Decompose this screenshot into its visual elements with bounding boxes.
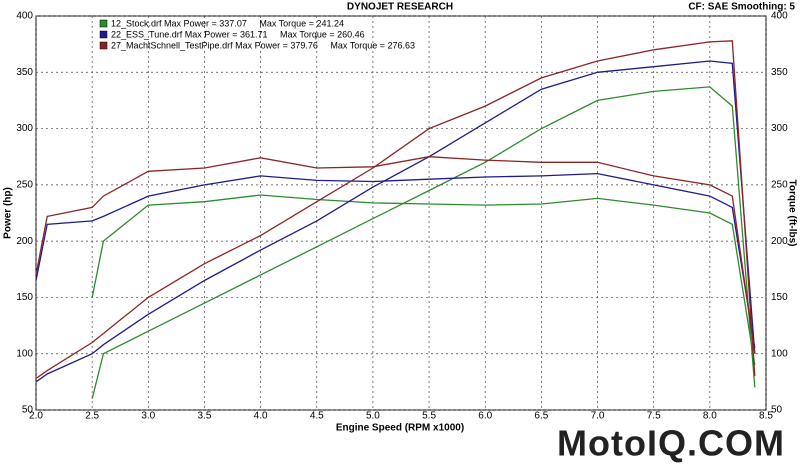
y2-tick-label: 250 (771, 179, 788, 190)
chart-subtitle: CF: SAE Smoothing: 5 (688, 2, 795, 13)
x-tick-label: 7.0 (591, 411, 605, 422)
legend-swatch (99, 41, 108, 50)
x-tick-label: 6.5 (534, 411, 548, 422)
torque-line (91, 194, 756, 366)
legend-label: 22_ESS_Tune.drf Max Power = 361.71 Max T… (111, 29, 365, 39)
x-axis-label: Engine Speed (RPM x1000) (336, 423, 464, 434)
x-tick-label: 3.0 (141, 411, 155, 422)
y-tick-label: 350 (16, 67, 33, 78)
y-tick-label: 50 (22, 405, 34, 416)
torque-line (35, 172, 756, 349)
y2-tick-label: 100 (771, 348, 788, 359)
y-tick-label: 400 (16, 11, 33, 22)
x-tick-label: 7.5 (647, 411, 661, 422)
y2-tick-label: 350 (771, 67, 788, 78)
watermark: MotoIQ.COM (557, 423, 785, 464)
y2-tick-label: 200 (771, 236, 788, 247)
torque-line (35, 156, 756, 354)
power-line (35, 60, 756, 383)
y2-tick-label: 50 (771, 405, 783, 416)
legend-swatch (99, 19, 108, 28)
x-tick-label: 2.0 (29, 411, 43, 422)
x-tick-label: 5.5 (422, 411, 436, 422)
y2-tick-label: 300 (771, 123, 788, 134)
x-tick-label: 6.0 (478, 411, 492, 422)
legend-swatch (99, 30, 108, 39)
x-tick-label: 4.5 (310, 411, 324, 422)
plot-area (35, 15, 767, 411)
y-tick-label: 250 (16, 179, 33, 190)
y-tick-label: 100 (16, 348, 33, 359)
y-tick-label: 300 (16, 123, 33, 134)
x-tick-label: 2.5 (85, 411, 99, 422)
y2-axis-label: Torque (ft-lbs) (786, 179, 797, 246)
x-tick-label: 8.5 (759, 411, 773, 422)
x-tick-label: 4.0 (254, 411, 268, 422)
legend-label: 12_Stock.drf Max Power = 337.07 Max Torq… (111, 18, 344, 28)
power-line (91, 86, 756, 399)
y-tick-label: 150 (16, 292, 33, 303)
y-axis-label: Power (hp) (3, 187, 14, 239)
y2-tick-label: 400 (771, 11, 788, 22)
legend-label: 27_MachtSchnell_TestPipe.drf Max Power =… (111, 40, 415, 50)
x-tick-label: 8.0 (703, 411, 717, 422)
power-line (35, 40, 756, 380)
y2-tick-label: 150 (771, 292, 788, 303)
chart-title: DYNOJET RESEARCH (347, 2, 453, 13)
x-tick-label: 3.5 (198, 411, 212, 422)
y-tick-label: 200 (16, 236, 33, 247)
x-tick-label: 5.0 (366, 411, 380, 422)
